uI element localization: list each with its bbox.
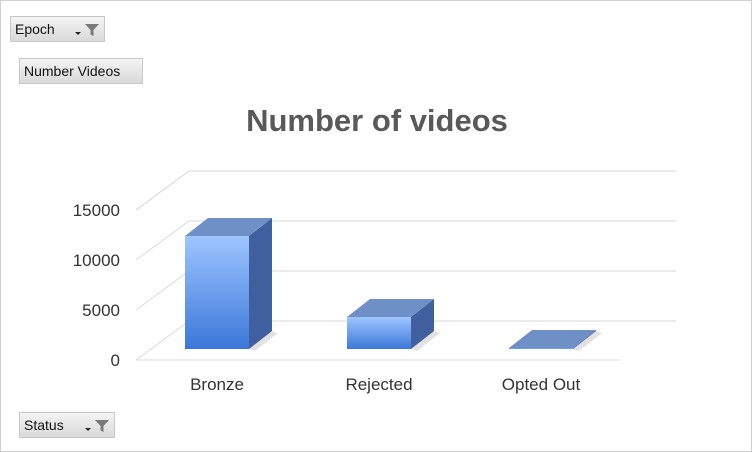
- status-filter-label: Status: [24, 417, 64, 433]
- bar-shadow: [573, 331, 602, 351]
- chevron-down-icon: [85, 428, 91, 431]
- y-tick-label: 10000: [73, 251, 120, 270]
- bar-shadow: [249, 331, 278, 351]
- y-tick-label: 5000: [82, 301, 120, 320]
- bar-opted-out: [509, 348, 573, 349]
- bar-top: [185, 218, 272, 236]
- y-tick-label: 0: [111, 351, 120, 370]
- bar-rejected: [347, 317, 411, 349]
- bar-side: [573, 330, 596, 349]
- chevron-down-icon: [75, 32, 81, 35]
- gridline: [135, 220, 676, 261]
- epoch-filter-icons: [75, 20, 100, 38]
- x-category-label: Bronze: [190, 375, 244, 394]
- filter-icon: [94, 418, 110, 434]
- epoch-filter-button[interactable]: Epoch: [10, 16, 105, 42]
- epoch-filter-label: Epoch: [15, 21, 55, 37]
- plot-area: 0 5000 10000 15000 Bronze Rejected Opted Out: [73, 170, 676, 394]
- gridline: [135, 170, 676, 211]
- x-category-label: Opted Out: [502, 375, 581, 394]
- filter-icon: [84, 22, 100, 38]
- status-filter-icons: [85, 416, 110, 434]
- chart-title: Number of videos: [246, 103, 508, 138]
- status-filter-button[interactable]: Status: [19, 412, 115, 438]
- bar-side: [249, 218, 272, 349]
- bar-shadow: [411, 331, 440, 351]
- bar-top: [509, 330, 596, 348]
- x-category-label: Rejected: [345, 375, 412, 394]
- gridline: [135, 170, 676, 211]
- values-field-label: Number Videos: [24, 63, 121, 79]
- bar-side: [411, 299, 434, 349]
- bar-bronze: [185, 236, 249, 349]
- values-field-button[interactable]: Number Videos: [19, 58, 143, 84]
- bar-top: [347, 299, 434, 317]
- y-tick-label: 15000: [73, 201, 120, 220]
